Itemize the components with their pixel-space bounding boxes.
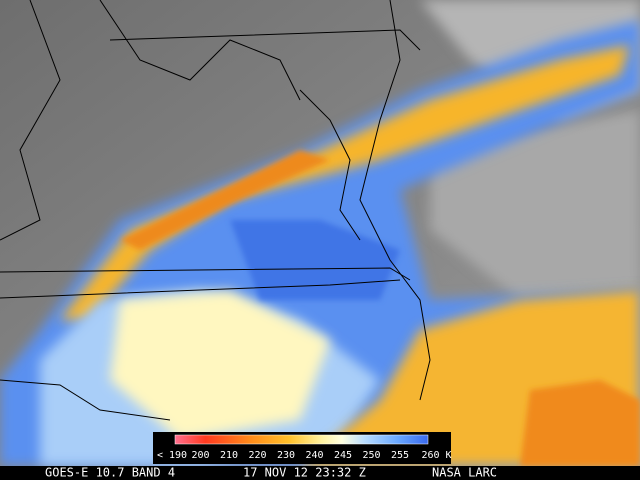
colorbar-label: 245 — [334, 450, 352, 461]
imagery — [0, 0, 640, 466]
footer-time: 17 NOV 12 23:32 Z — [243, 466, 366, 480]
colorbar-label: 220 — [248, 450, 266, 461]
colorbar-label: 210 — [220, 450, 238, 461]
colorbar-label: 255 — [391, 450, 409, 461]
colorbar — [153, 432, 451, 464]
colorbar-label: 250 — [362, 450, 380, 461]
colorbar-label: 230 — [277, 450, 295, 461]
borders — [0, 0, 430, 420]
colorbar-label: 240 — [305, 450, 323, 461]
colorbar-label: 260 K — [421, 450, 451, 461]
colorbar-labels: < 190 200 210 220 230 240 245 250 255 260 K — [157, 450, 452, 461]
footer-satellite: GOES-E 10.7 BAND 4 — [45, 466, 175, 480]
colorbar-label: 200 — [191, 450, 209, 461]
footer-bar — [0, 466, 640, 480]
colorbar-label: < 190 — [157, 450, 187, 461]
footer-source: NASA LARC — [432, 466, 497, 480]
